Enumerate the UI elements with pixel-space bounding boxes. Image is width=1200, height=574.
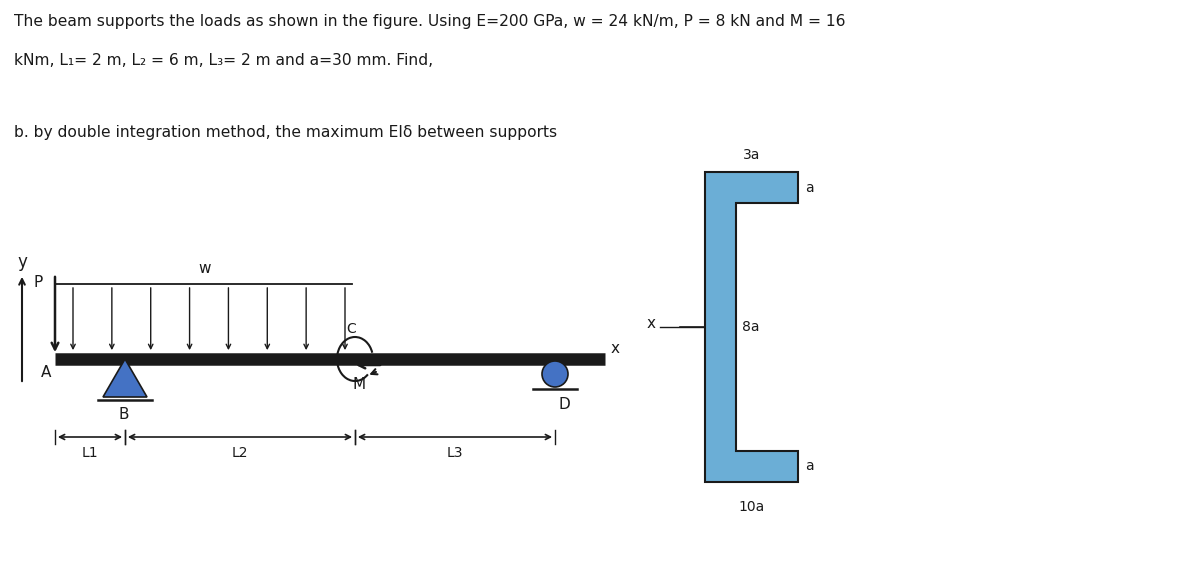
Text: x: x <box>611 341 620 356</box>
Text: a: a <box>805 460 814 474</box>
Text: L1: L1 <box>82 446 98 460</box>
Text: 3a: 3a <box>743 148 760 162</box>
Polygon shape <box>103 359 148 397</box>
Text: M: M <box>353 377 366 392</box>
Text: b. by double integration method, the maximum EIδ between supports: b. by double integration method, the max… <box>14 125 558 140</box>
Text: A: A <box>41 365 52 380</box>
Text: x: x <box>647 316 656 331</box>
Text: 8a: 8a <box>742 320 760 334</box>
Text: y: y <box>17 253 26 271</box>
Text: L3: L3 <box>446 446 463 460</box>
Text: The beam supports the loads as shown in the figure. Using E=200 GPa, w = 24 kN/m: The beam supports the loads as shown in … <box>14 14 846 29</box>
Text: a: a <box>805 180 814 195</box>
Text: kNm, L₁= 2 m, L₂ = 6 m, L₃= 2 m and a=30 mm. Find,: kNm, L₁= 2 m, L₂ = 6 m, L₃= 2 m and a=30… <box>14 53 433 68</box>
Circle shape <box>542 361 568 387</box>
Text: a: a <box>716 295 725 308</box>
Text: w: w <box>199 261 211 276</box>
Text: P: P <box>34 275 42 290</box>
Text: C: C <box>346 322 356 336</box>
Text: D: D <box>558 397 570 412</box>
Text: 10a: 10a <box>738 500 764 514</box>
Text: L2: L2 <box>232 446 248 460</box>
Polygon shape <box>706 172 798 482</box>
Text: B: B <box>119 407 130 422</box>
